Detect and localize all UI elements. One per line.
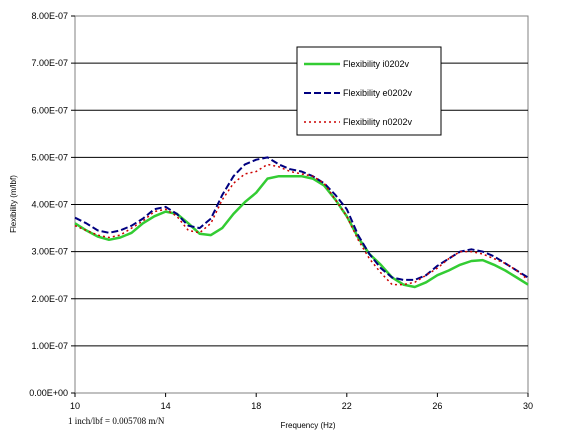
y-tick-label: 7.00E-07 — [31, 58, 68, 68]
y-tick-label: 0.00E+00 — [29, 388, 68, 398]
x-axis-ticks: 10 14 18 22 26 30 — [70, 393, 533, 411]
y-tick-label: 2.00E-07 — [31, 294, 68, 304]
legend-label: Flexibility n0202v — [343, 117, 413, 127]
y-tick-label: 4.00E-07 — [31, 200, 68, 210]
series-line-3 — [74, 163, 529, 286]
x-axis-title: Frequency (Hz) — [280, 421, 335, 430]
unit-conversion-note: 1 inch/lbf = 0.005708 m/N — [68, 416, 165, 426]
legend-label: Flexibility i0202v — [343, 59, 410, 69]
y-tick-label: 6.00E-07 — [31, 105, 68, 115]
x-tick-label: 14 — [161, 401, 171, 411]
series-line-1 — [74, 174, 529, 289]
y-tick-label: 5.00E-07 — [31, 152, 68, 162]
y-tick-label: 3.00E-07 — [31, 247, 68, 257]
y-axis-ticks: 0.00E+00 1.00E-07 2.00E-07 3.00E-07 4.00E-07… — [29, 11, 75, 398]
x-tick-label: 10 — [70, 401, 80, 411]
y-tick-label: 8.00E-07 — [31, 11, 68, 21]
legend-items: Flexibility i0202v Flexibility e0202v Flex… — [304, 59, 413, 127]
y-axis-title: Flexibility (m/lbf) — [9, 175, 18, 233]
legend: Flexibility i0202v Flexibility e0202v Flex… — [296, 46, 442, 136]
x-tick-label: 18 — [251, 401, 261, 411]
x-tick-label: 22 — [342, 401, 352, 411]
series-lines — [74, 156, 529, 289]
x-tick-label: 30 — [523, 401, 533, 411]
y-tick-label: 1.00E-07 — [31, 341, 68, 351]
legend-box — [296, 46, 442, 136]
legend-label: Flexibility e0202v — [343, 88, 413, 98]
x-tick-label: 26 — [432, 401, 442, 411]
